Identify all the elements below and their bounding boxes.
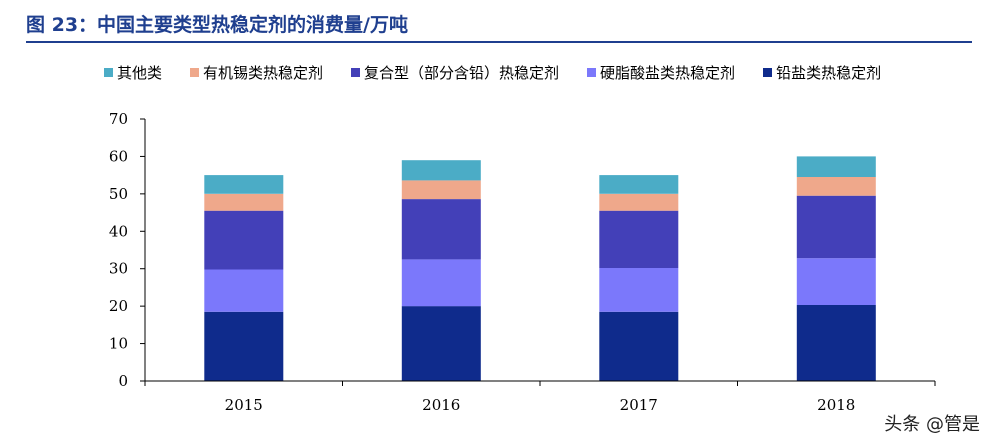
bar-2017-series-4 — [599, 175, 679, 194]
legend-swatch — [587, 68, 597, 77]
watermark: 头条 @管是 — [884, 414, 980, 435]
legend-swatch — [190, 68, 200, 77]
y-tick-label-60: 60 — [109, 147, 128, 165]
y-tick-label-40: 40 — [109, 222, 128, 240]
bar-2018-series-2 — [796, 195, 876, 259]
legend-swatch — [104, 68, 113, 77]
bar-2017-series-1 — [599, 268, 679, 312]
chart-legend: 其他类 有机锡类热稳定剂 复合型（部分含铅）热稳定剂 硬脂酸盐类热稳定剂 铅盐类热稳定剂 — [104, 62, 881, 83]
legend-item-1: 有机锡类热稳定剂 — [190, 62, 323, 83]
bar-2018-series-4 — [796, 156, 876, 177]
legend-label: 复合型（部分含铅）热稳定剂 — [364, 64, 560, 82]
y-tick-label-30: 30 — [109, 260, 128, 278]
bar-2018-series-3 — [796, 177, 876, 196]
bar-2015-series-3 — [204, 193, 284, 211]
bar-2016-series-3 — [401, 180, 481, 200]
legend-label: 有机锡类热稳定剂 — [203, 64, 324, 82]
y-tick-label-10: 10 — [109, 335, 128, 353]
bar-2017-series-2 — [599, 210, 679, 268]
legend-item-0: 其他类 — [104, 62, 162, 83]
y-tick-label-70: 70 — [109, 110, 128, 128]
page-title: 图 23：中国主要类型热稳定剂的消费量/万吨 — [26, 14, 408, 36]
bar-2015-series-0 — [204, 311, 284, 381]
legend-swatch — [351, 68, 361, 77]
bar-2015-series-4 — [204, 175, 284, 194]
legend-label: 铅盐类热稳定剂 — [776, 64, 882, 82]
x-tick-label-2018: 2018 — [817, 396, 855, 414]
bar-2017-series-3 — [599, 193, 679, 211]
legend-label: 硬脂酸盐类热稳定剂 — [600, 64, 736, 82]
y-tick-label-50: 50 — [109, 185, 128, 203]
bar-2017-series-0 — [599, 311, 679, 381]
title-divider — [26, 41, 972, 43]
y-tick-label-20: 20 — [109, 297, 128, 315]
x-tick-label-2015: 2015 — [225, 396, 263, 414]
legend-label: 其他类 — [117, 64, 163, 82]
bar-2016-series-1 — [401, 259, 481, 307]
bar-2016-series-2 — [401, 199, 481, 260]
bar-2016-series-0 — [401, 306, 481, 381]
x-tick-label-2016: 2016 — [422, 396, 460, 414]
bar-2015-series-1 — [204, 269, 284, 312]
x-tick-label-2017: 2017 — [620, 396, 658, 414]
bar-2016-series-4 — [401, 160, 481, 181]
bar-2018-series-0 — [796, 305, 876, 381]
bar-2015-series-2 — [204, 210, 284, 270]
legend-swatch — [763, 68, 773, 77]
y-tick-label-0: 0 — [118, 372, 128, 390]
bar-2018-series-1 — [796, 258, 876, 305]
legend-item-4: 铅盐类热稳定剂 — [763, 62, 881, 83]
legend-item-2: 复合型（部分含铅）热稳定剂 — [351, 62, 559, 83]
legend-item-3: 硬脂酸盐类热稳定剂 — [587, 62, 735, 83]
